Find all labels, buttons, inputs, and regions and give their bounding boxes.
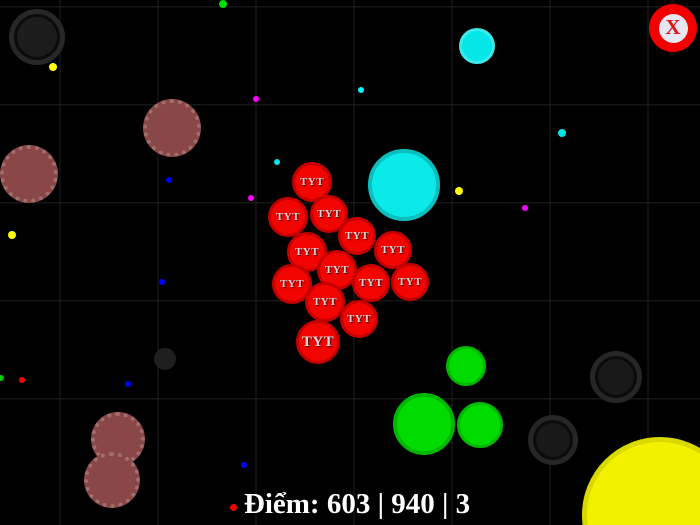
player-cell: TYT	[305, 282, 345, 322]
player-cell: TYT	[340, 300, 378, 338]
food-pellet	[248, 195, 254, 201]
score-text: Điểm: 603 | 940 | 3	[243, 488, 471, 520]
score-hud: Điểm: 603 | 940 | 3	[0, 490, 700, 519]
enemy-cell-cyan	[368, 149, 440, 221]
enemy-cell-green	[446, 346, 486, 386]
food-pellet	[125, 381, 131, 387]
food-pellet	[274, 159, 280, 165]
food-pellet	[558, 129, 566, 137]
cell-label: TYT	[316, 207, 342, 220]
cell-label: TYT	[279, 277, 305, 290]
player-cell: TYT	[268, 197, 308, 237]
food-pellet	[358, 87, 364, 93]
dark-cell	[9, 9, 65, 65]
player-cell: TYT	[391, 263, 429, 301]
virus-cell	[0, 145, 58, 203]
dark-cell	[528, 415, 578, 465]
virus-cell	[84, 452, 140, 508]
cell-label: TYT	[358, 276, 384, 289]
food-pellet	[522, 205, 528, 211]
cell-label: TYT	[294, 245, 320, 258]
enemy-cell-green	[393, 393, 455, 455]
enemy-cell-cyan	[459, 28, 495, 64]
cell-label: TYT	[324, 263, 350, 276]
food-pellet	[49, 63, 57, 71]
food-pellet	[0, 375, 4, 381]
cell-label: TYT	[299, 175, 325, 188]
enemy-cell-green	[457, 402, 503, 448]
close-icon: X	[658, 13, 688, 43]
cell-label: TYT	[301, 333, 335, 350]
cell-label: TYT	[380, 243, 406, 256]
cell-label: TYT	[344, 229, 370, 242]
close-button[interactable]: X	[649, 4, 697, 52]
food-pellet	[159, 279, 165, 285]
food-pellet	[455, 187, 463, 195]
cell-label: TYT	[346, 312, 372, 325]
score-bullet-icon	[229, 504, 237, 511]
food-pellet	[241, 462, 247, 468]
player-cell: TYT	[338, 217, 376, 255]
cell-label: TYT	[397, 275, 423, 288]
close-label: X	[665, 14, 681, 39]
food-pellet	[166, 177, 172, 183]
cell-label: TYT	[275, 210, 301, 223]
player-cell: TYT	[296, 320, 340, 364]
player-cell: TYT	[374, 231, 412, 269]
player-cell: TYT	[352, 264, 390, 302]
food-pellet	[8, 231, 16, 239]
food-pellet	[19, 377, 25, 383]
food-pellet	[253, 96, 259, 102]
dark-cell-small	[154, 348, 176, 370]
dark-cell	[590, 351, 642, 403]
virus-cell	[143, 99, 201, 157]
cell-label: TYT	[312, 295, 338, 308]
food-pellet	[219, 0, 227, 8]
